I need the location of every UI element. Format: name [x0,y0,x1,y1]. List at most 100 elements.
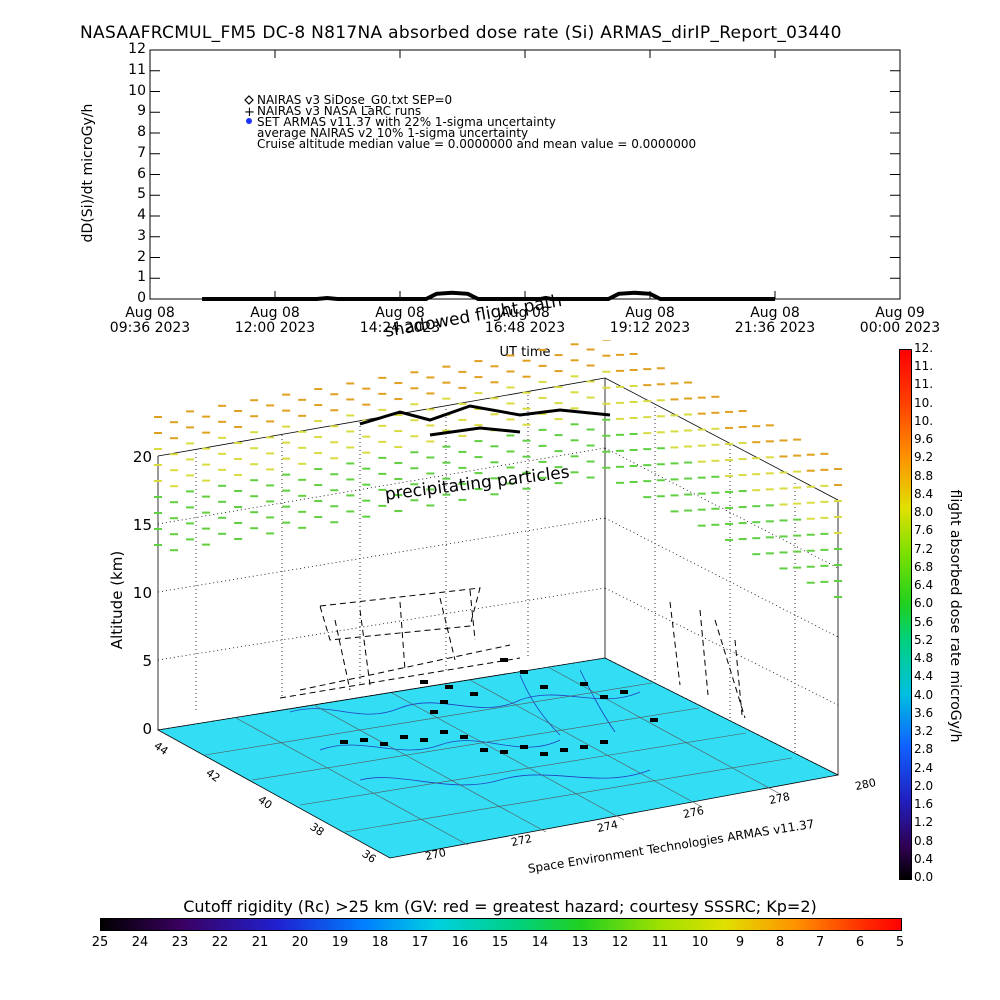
particle-dash [186,490,195,493]
track-dot [600,740,608,744]
legend-entry: average NAIRAS v2 10% 1-sigma uncertaint… [257,126,529,140]
particle-dash [330,441,339,444]
particle-dash [186,522,195,525]
particle-dash [442,461,451,464]
particle-dash [670,446,679,449]
dose-colorbar-tick-label: 7.6 [914,523,934,538]
rigidity-colorbar-tick-label: 23 [171,935,189,950]
particle-dash [738,538,747,541]
dose-colorbar-tick-label: 4.4 [914,669,934,684]
particle-dash [738,490,747,493]
particle-dash [490,445,499,448]
particle-dash [554,370,563,373]
particle-dash [697,428,706,431]
particle-dash [490,493,499,496]
particle-dash [394,430,403,433]
particle-dash [602,402,611,405]
dose-colorbar-tick-label: 7.2 [914,541,934,556]
particle-dash [711,395,720,398]
particle-dash [684,381,693,384]
particle-dash [602,418,611,421]
particle-dash [394,414,403,417]
particle-dash [218,516,227,519]
particle-dash [765,520,774,523]
particle-dash [554,482,563,485]
particle-dash [602,466,611,469]
dose-colorbar-tick-label: 3.6 [914,705,934,720]
particle-dash [474,472,483,475]
particle-dash [670,382,679,385]
x-tick-label: Aug 09 00:00 2023 [859,305,941,336]
particle-dash [250,431,259,434]
particle-dash [834,468,842,470]
particle-dash [779,551,788,554]
particle-dash [697,412,706,415]
particle-dash [779,503,788,506]
particle-dash [474,440,483,443]
particle-dash [426,440,435,443]
rigidity-colorbar-tick-label: 20 [291,935,309,950]
particle-dash [442,365,451,368]
particle-dash [793,470,802,473]
particle-dash [458,434,467,437]
particle-dash [779,471,788,474]
particle-dash [298,430,307,433]
rigidity-colorbar-tick-label: 18 [371,935,389,950]
track-dot [470,692,478,696]
particle-dash [154,464,162,466]
particle-dash [724,442,733,445]
particle-dash [250,399,259,402]
particle-dash [506,386,515,389]
particle-dash [570,407,579,410]
rigidity-colorbar-tick-label: 7 [815,935,825,950]
dose-colorbar-tick-label: 11. [914,377,934,392]
dose-colorbar-tick-label: 5.6 [914,614,934,629]
particle-dash [738,410,747,413]
particle-dash [362,483,371,486]
particle-dash [538,380,547,383]
particle-dash [218,532,227,535]
rigidity-colorbar-tick-label: 17 [411,935,429,950]
particle-dash [250,527,259,530]
particle-dash [154,528,162,530]
particle-dash [697,396,706,399]
particle-dash [314,420,323,423]
y-tick-label: 2 [137,248,146,265]
rigidity-colorbar-tick-label: 24 [131,935,149,950]
particle-dash [154,416,162,418]
particle-dash [154,448,162,450]
particle-dash [282,473,291,476]
dose-series-line [202,290,775,301]
particle-dash [806,517,815,520]
rigidity-colorbar-tick-label: 6 [855,935,865,950]
particle-dash [186,474,195,477]
rigidity-colorbar-tick-label: 14 [531,935,549,950]
particle-dash [834,596,842,598]
particle-dash [362,515,371,518]
particle-dash [442,477,451,480]
particle-dash [711,459,720,462]
particle-dash [615,417,624,420]
particle-dash [602,370,611,373]
particle-dash [410,419,419,422]
particle-dash [724,410,733,413]
particle-dash [378,392,387,395]
particle-dash [442,397,451,400]
track-dot [500,658,508,662]
particle-dash [202,495,211,498]
particle-dash [586,444,595,447]
particle-dash [282,505,291,508]
particle-dash [266,516,275,519]
altitude-tick-label: 0 [142,720,152,738]
particle-dash [426,504,435,507]
particle-dash [656,479,665,482]
particle-dash [538,348,547,351]
particle-dash [362,435,371,438]
particle-dash [570,343,579,346]
particle-dash [346,446,355,449]
x-tick-label: Aug 08 12:00 2023 [234,305,316,336]
particle-dash [656,367,665,370]
track-dot [580,682,588,686]
particle-dash [282,441,291,444]
particle-dash [218,404,227,407]
